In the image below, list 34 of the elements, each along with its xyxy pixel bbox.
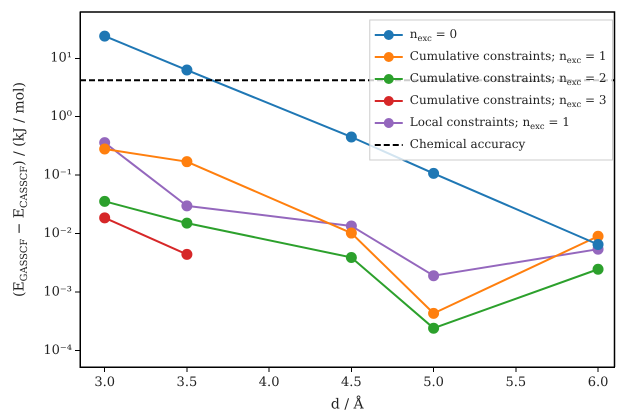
x-tick-label: 3.0 — [94, 375, 116, 390]
point — [428, 270, 440, 282]
point — [346, 252, 357, 263]
point — [346, 228, 357, 239]
y-axis-title: (EGASSCF − ECASSCF) / (kJ / mol) — [12, 82, 30, 297]
point — [181, 64, 192, 76]
point — [428, 308, 440, 319]
x-tick-label: 5.5 — [505, 375, 526, 390]
point — [181, 218, 192, 229]
x-tick-label: 3.5 — [176, 375, 198, 390]
x-axis-title: d / Å — [330, 396, 364, 413]
point — [592, 238, 604, 250]
point — [181, 200, 192, 212]
point — [592, 264, 604, 275]
point — [99, 196, 110, 207]
point — [428, 322, 440, 334]
point — [99, 144, 110, 155]
point — [181, 248, 192, 260]
x-tick-label: 4.5 — [341, 375, 362, 390]
y-tick-label: 10¹ — [50, 50, 72, 66]
legend-label: Chemical accuracy — [410, 137, 526, 152]
point — [99, 30, 110, 42]
y-tick-label: 10⁻¹ — [43, 168, 72, 183]
y-tick-label: 10⁻⁴ — [43, 342, 72, 358]
point — [346, 131, 357, 142]
y-tick-label: 10⁻² — [43, 226, 72, 241]
point — [428, 168, 440, 179]
point — [181, 156, 192, 168]
x-tick-label: 4.0 — [258, 375, 280, 390]
point — [99, 212, 110, 224]
x-tick-label: 5.0 — [423, 375, 444, 390]
y-tick-label: 10⁻³ — [43, 284, 72, 300]
y-tick-label: 10⁰ — [50, 109, 72, 124]
x-tick-label: 6.0 — [588, 375, 608, 390]
